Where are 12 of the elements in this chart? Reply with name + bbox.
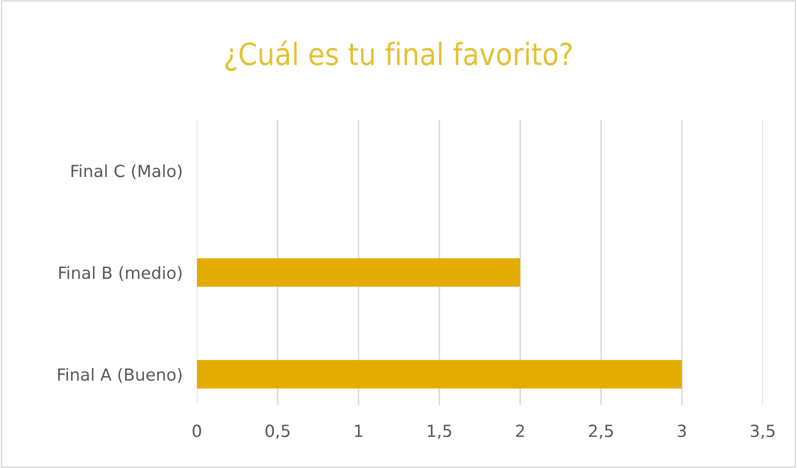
x-tick-label: 0,5 bbox=[266, 424, 290, 439]
x-tick-label: 1 bbox=[355, 424, 362, 437]
y-tick-label: Final B (medio) bbox=[59, 266, 182, 282]
y-tick-label: Final C (Malo) bbox=[72, 164, 182, 180]
chart-title: ¿Cuál es tu final favorito? bbox=[225, 40, 572, 72]
y-tick-label: Final A (Bueno) bbox=[58, 368, 182, 383]
x-tick-label: 2 bbox=[516, 424, 524, 437]
x-tick-label: 0 bbox=[192, 424, 202, 438]
x-tick-label: 1,5 bbox=[428, 424, 452, 439]
x-tick-label: 3,5 bbox=[750, 424, 775, 439]
x-tick-label: 2,5 bbox=[589, 424, 613, 439]
x-tick-label: 3 bbox=[678, 424, 686, 438]
